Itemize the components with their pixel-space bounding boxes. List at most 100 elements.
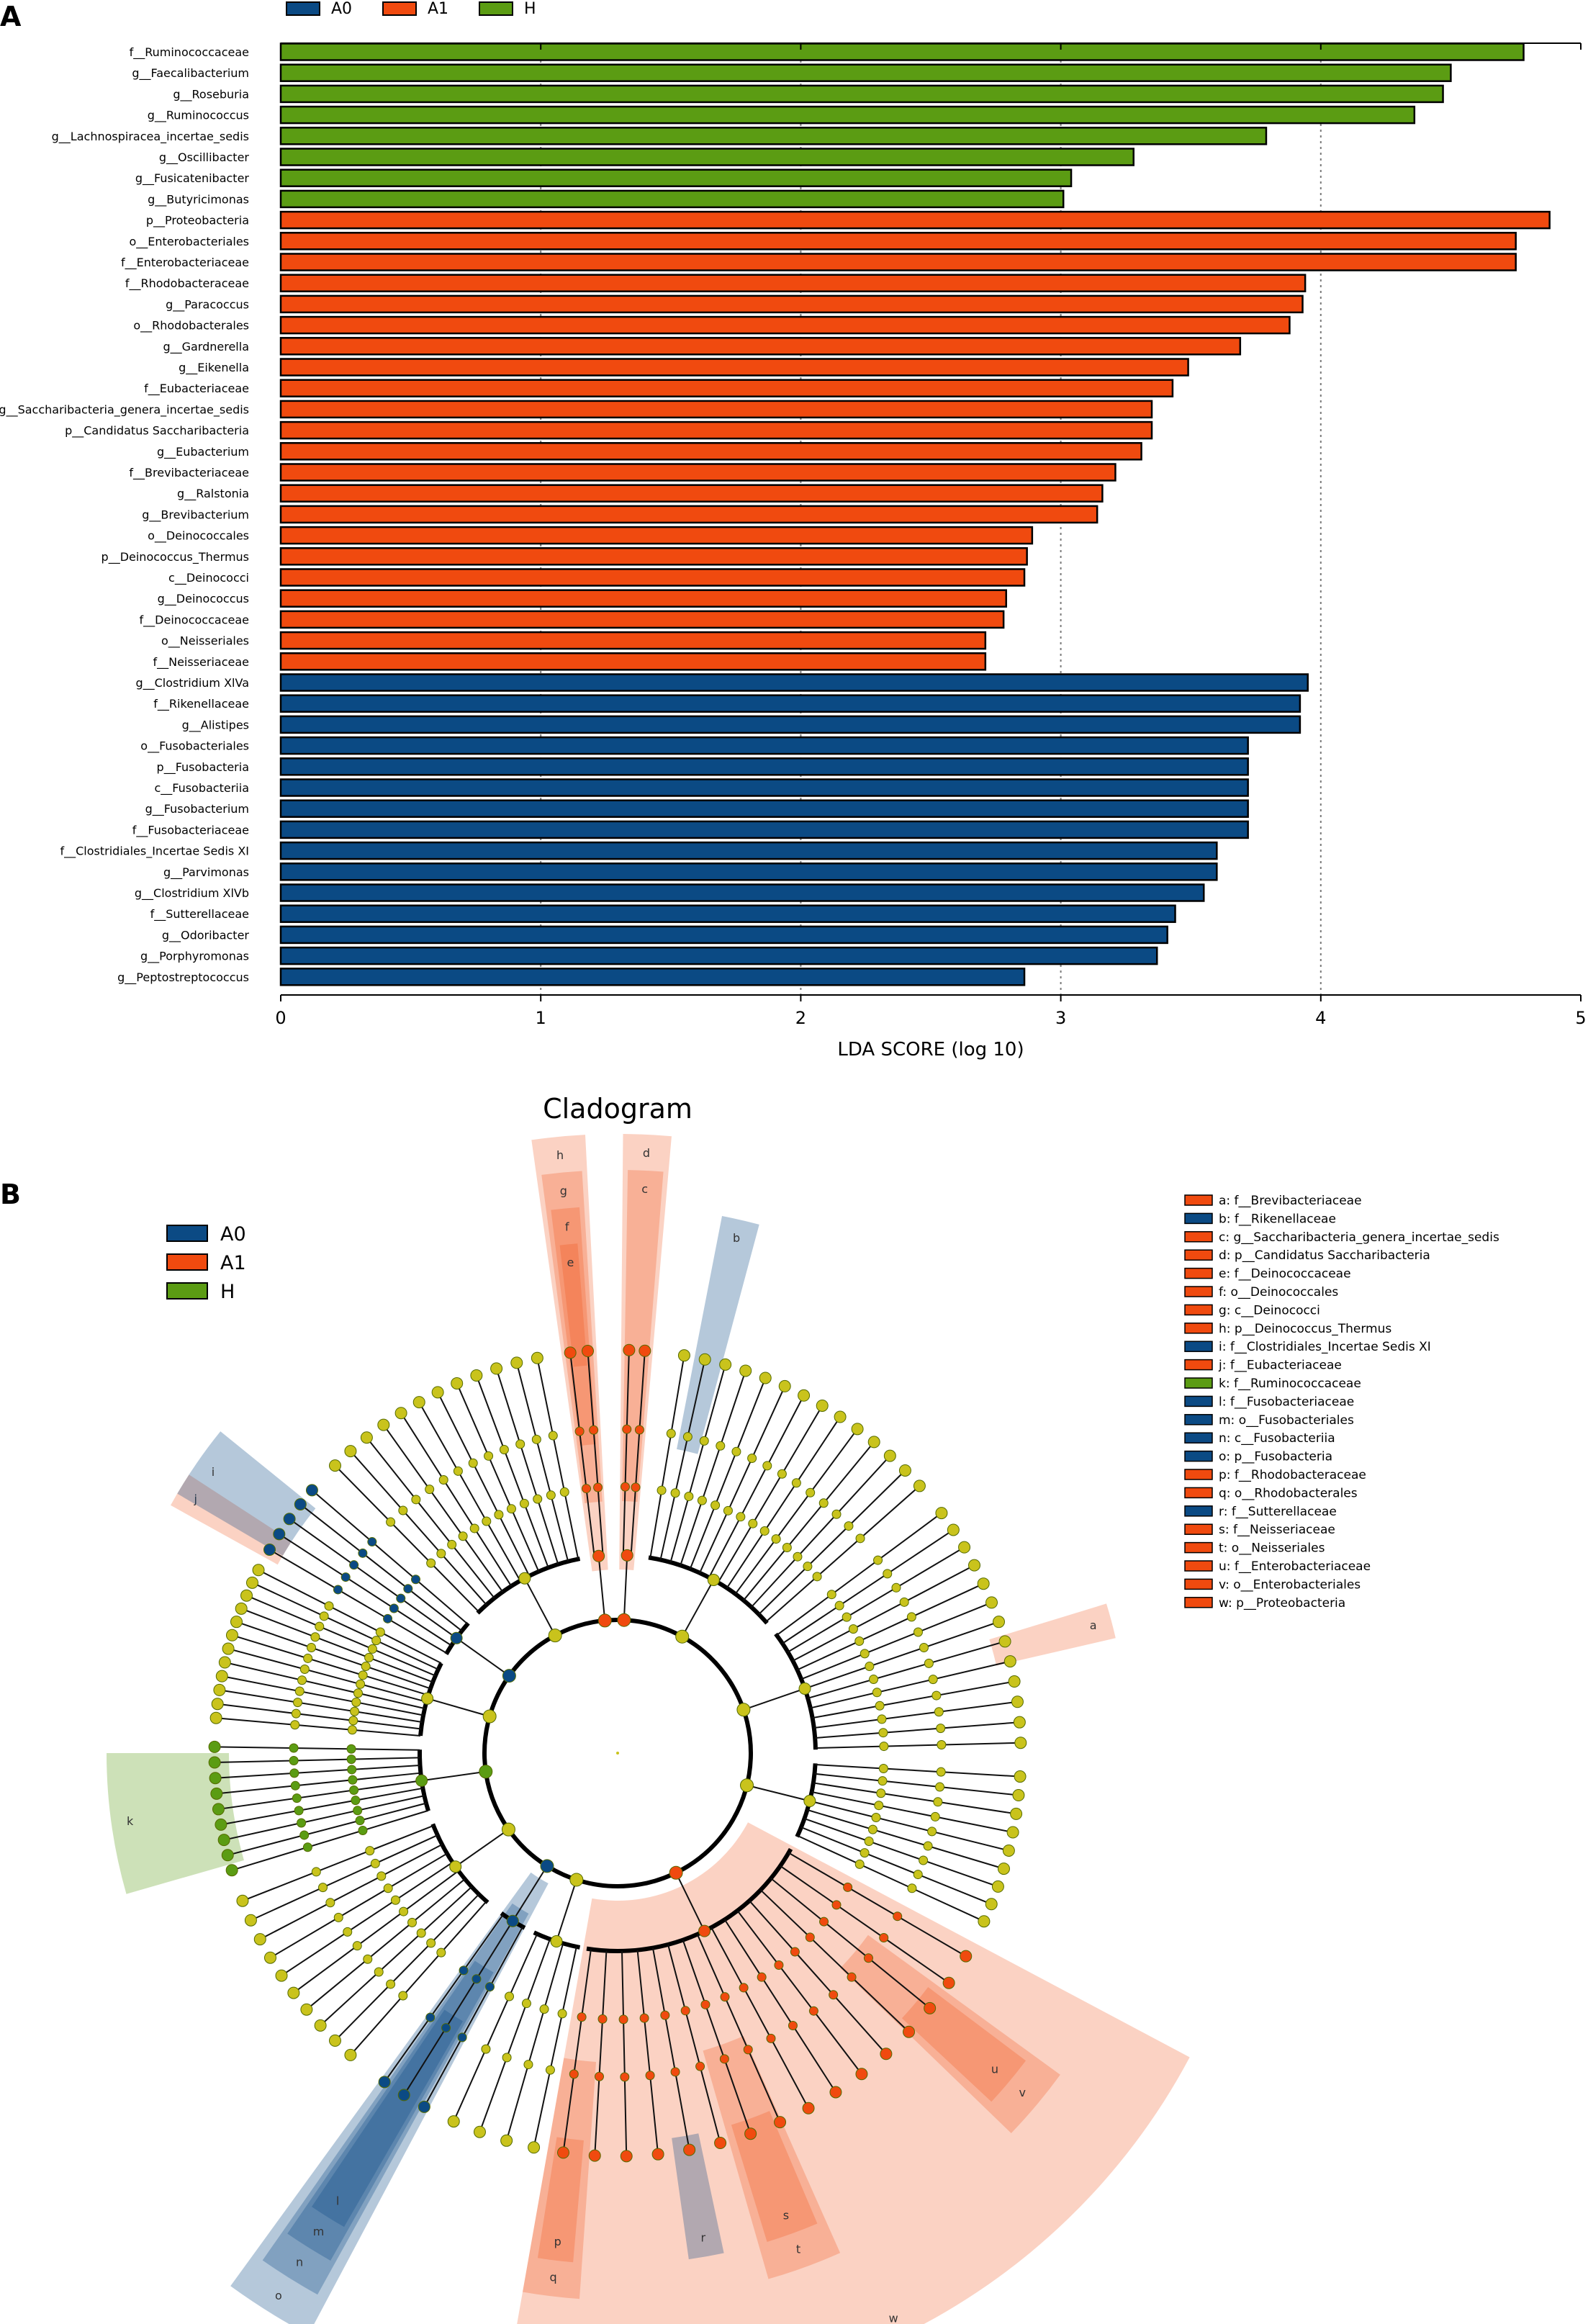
bar: [279, 168, 1073, 187]
tree-node: [324, 1601, 334, 1611]
tree-node: [353, 1688, 363, 1698]
cladogram-key-label: c: g__Saccharibacteria_genera_incertae_s…: [1219, 1230, 1499, 1245]
tree-node: [826, 1590, 836, 1600]
tree-node: [899, 1597, 909, 1607]
clade-highlight: [537, 2137, 584, 2263]
tree-node: [935, 1782, 945, 1792]
tree-node: [669, 1865, 683, 1880]
tree-node: [714, 2137, 727, 2150]
tree-node: [539, 2004, 549, 2014]
tree-branch: [456, 1637, 510, 1677]
clade-highlight: [677, 1215, 759, 1454]
clade-highlight: [541, 1171, 603, 1503]
tree-node: [806, 1487, 816, 1497]
tree-node: [569, 1873, 584, 1887]
tree-node: [484, 1451, 494, 1461]
tree-node: [318, 1883, 328, 1893]
tree-node: [924, 1658, 934, 1668]
cladogram-legend-swatch: [166, 1282, 208, 1300]
tree-node: [287, 1986, 300, 1999]
tree-node: [275, 1969, 288, 1982]
tree-node: [594, 2071, 604, 2081]
cladogram-key-label: a: f__Brevibacteriaceae: [1219, 1194, 1362, 1208]
tree-node: [415, 1774, 428, 1787]
tree-node: [346, 1744, 356, 1754]
lda-bars: [279, 42, 1551, 986]
clade-letter: r: [700, 2231, 705, 2245]
bar-label: p__Proteobacteria: [146, 214, 249, 228]
tree-node: [875, 1701, 885, 1711]
tree-node: [829, 2086, 842, 2099]
bar: [279, 127, 1268, 145]
bar: [279, 148, 1134, 166]
tree-node: [221, 1849, 234, 1862]
tree-node: [1008, 1675, 1021, 1688]
tree-node: [617, 1613, 631, 1627]
tree-node: [458, 1531, 468, 1541]
tree-node: [394, 1407, 407, 1420]
bar: [279, 673, 1309, 692]
tree-node: [299, 1665, 310, 1675]
tree-node: [740, 1778, 754, 1793]
bar-label: f__Deinococcaceae: [140, 613, 249, 627]
bar-label: f__Enterobacteriaceae: [121, 256, 249, 270]
tree-branch: [299, 1503, 463, 1632]
tree-node: [1011, 1695, 1024, 1708]
tree-node: [1010, 1807, 1023, 1820]
tree-node: [273, 1528, 286, 1541]
tree-node: [340, 1572, 351, 1582]
cladogram-key-label: d: p__Candidatus Saccharibacteria: [1219, 1248, 1430, 1263]
tree-branch: [649, 1355, 685, 1558]
tree-node: [263, 1951, 276, 1964]
bar: [279, 968, 1026, 986]
clade-letter: e: [567, 1256, 574, 1269]
tree-branch: [749, 1900, 887, 2055]
tree-node: [303, 1653, 313, 1663]
tree-node: [290, 1780, 300, 1791]
tree-node: [793, 1551, 803, 1562]
clade-letter: g: [560, 1184, 567, 1198]
tree-node: [985, 1898, 998, 1911]
tree-node: [365, 1846, 375, 1856]
cladogram-key-swatch: [1184, 1432, 1213, 1444]
tree-node: [848, 1624, 858, 1634]
tree-node: [639, 2013, 649, 2023]
tree-node: [1014, 1737, 1027, 1749]
cladogram-tree: [208, 1343, 1027, 2163]
bar-label: g__Butyricimonas: [148, 192, 249, 207]
bar: [279, 463, 1116, 482]
tree-node: [240, 1589, 253, 1602]
tree-branch: [807, 1640, 1006, 1699]
tree-node: [935, 1507, 948, 1520]
tree-node: [418, 2100, 430, 2113]
tree-branch: [475, 1375, 549, 1568]
cladogram-key-swatch: [1184, 1560, 1213, 1572]
bar: [279, 379, 1174, 397]
cladogram-key-label: g: c__Deinococci: [1219, 1303, 1320, 1318]
bar: [279, 778, 1249, 797]
tree-branch: [216, 1717, 421, 1737]
tree-node: [348, 1716, 358, 1726]
clade-letter: p: [554, 2235, 561, 2248]
x-tick-label: 3: [1055, 1008, 1066, 1028]
tree-node: [1002, 1844, 1015, 1857]
clade-letter: n: [296, 2255, 303, 2269]
tree-node: [325, 1898, 335, 1908]
tree-branch: [746, 1784, 811, 1802]
bar-label: g__Alistipes: [182, 718, 249, 732]
tree-node: [883, 1449, 896, 1462]
tree-node: [374, 1967, 384, 1977]
tree-node: [774, 2116, 787, 2129]
tree-branch: [680, 1370, 746, 1566]
tree-node: [930, 1811, 940, 1821]
tree-branch: [765, 1485, 921, 1623]
tree-node: [968, 1559, 981, 1572]
cladogram-key-label: e: f__Deinococcaceae: [1219, 1267, 1351, 1282]
tree-node: [353, 1806, 363, 1816]
tree-node: [436, 1549, 446, 1559]
tree-node: [218, 1656, 231, 1669]
bar-label: f__Ruminococcaceae: [130, 45, 249, 60]
tree-node: [869, 1675, 879, 1685]
tree-node: [860, 1649, 870, 1659]
tree-node: [426, 1558, 436, 1568]
